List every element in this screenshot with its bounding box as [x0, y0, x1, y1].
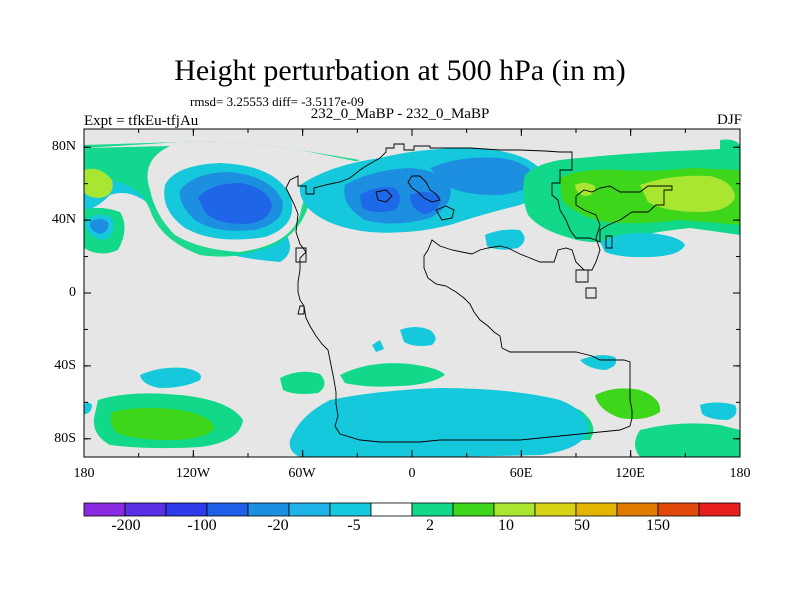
experiment-label: 232_0_MaBP - 232_0_MaBP: [310, 106, 490, 122]
axis-ticks: [83, 129, 741, 457]
x-tick-label: 180: [729, 466, 751, 481]
coastline: [605, 235, 613, 249]
x-tick-label: 0: [408, 466, 416, 481]
colorbar-label: 2: [426, 517, 434, 534]
contour-region: [595, 388, 661, 420]
colorbar: [83, 502, 741, 517]
colorbar-label: 10: [498, 517, 514, 534]
coastline: [585, 287, 597, 299]
stats-text: rmsd= 3.25553 diff= -3.5117e-09: [190, 94, 364, 109]
colorbar-label: 50: [574, 517, 590, 534]
colorbar-swatch: [616, 502, 659, 517]
plot-title: Height perturbation at 500 hPa (in m): [174, 54, 626, 87]
colorbar-label: 150: [646, 517, 670, 534]
colorbar-swatch: [534, 502, 577, 517]
y-tick-label: 0: [69, 285, 76, 300]
colorbar-swatch: [411, 502, 454, 517]
colorbar-swatch: [83, 502, 126, 517]
colorbar-swatch: [247, 502, 290, 517]
colorbar-label: -5: [347, 517, 361, 534]
contour-region: [90, 219, 109, 234]
x-tick-label: 120E: [615, 466, 645, 481]
coastline: [575, 269, 589, 283]
coastline: [407, 175, 441, 203]
contour-region: [340, 363, 445, 387]
contour-region: [720, 139, 740, 165]
colorbar-label: -100: [187, 517, 217, 534]
coastline: [297, 305, 305, 315]
contour-region: [700, 402, 737, 420]
colorbar-swatch: [329, 502, 372, 517]
contour-region: [372, 340, 384, 352]
contour-region: [110, 407, 215, 440]
coastline: [435, 205, 455, 221]
contour-region: [84, 402, 92, 414]
y-tick-label: 80S: [54, 431, 76, 446]
colorbar-swatch: [124, 502, 167, 517]
colorbar-swatch: [452, 502, 495, 517]
contour-region: [600, 232, 685, 258]
colorbar-swatch: [493, 502, 536, 517]
season-label: DJF: [716, 112, 742, 128]
y-tick-label: 40N: [51, 212, 76, 227]
x-tick-label: 120W: [175, 466, 211, 481]
contour-region: [84, 168, 113, 198]
x-tick-label: 60W: [288, 466, 316, 481]
contour-region: [580, 355, 617, 370]
colorbar-swatch: [657, 502, 700, 517]
colorbar-label: -20: [267, 517, 289, 534]
colorbar-swatch: [165, 502, 208, 517]
contour-region: [635, 423, 740, 457]
coastline: [295, 247, 307, 263]
x-tick-label: 180: [73, 466, 95, 481]
x-tick-label: 60E: [509, 466, 533, 481]
colorbar-swatch: [698, 502, 741, 517]
contour-region: [198, 183, 272, 224]
contour-region: [410, 191, 441, 214]
colorbar-swatch: [206, 502, 249, 517]
contour-region: [140, 367, 201, 388]
contour-region: [485, 229, 525, 250]
continent-outlines: [285, 143, 673, 443]
y-tick-label: 80N: [51, 139, 76, 154]
coastline: [375, 189, 393, 203]
colorbar-swatch: [288, 502, 331, 517]
colorbar-swatch: [575, 502, 618, 517]
contour-region: [400, 327, 436, 346]
coastline: [285, 143, 673, 443]
colorbar-swatch: [370, 502, 413, 517]
contour-region: [280, 371, 325, 394]
y-tick-label: 40S: [54, 358, 76, 373]
contour-region: [430, 157, 535, 196]
colorbar-label: -200: [111, 517, 141, 534]
experiment-text: Expt = tfkEu-tfjAu: [84, 113, 199, 129]
